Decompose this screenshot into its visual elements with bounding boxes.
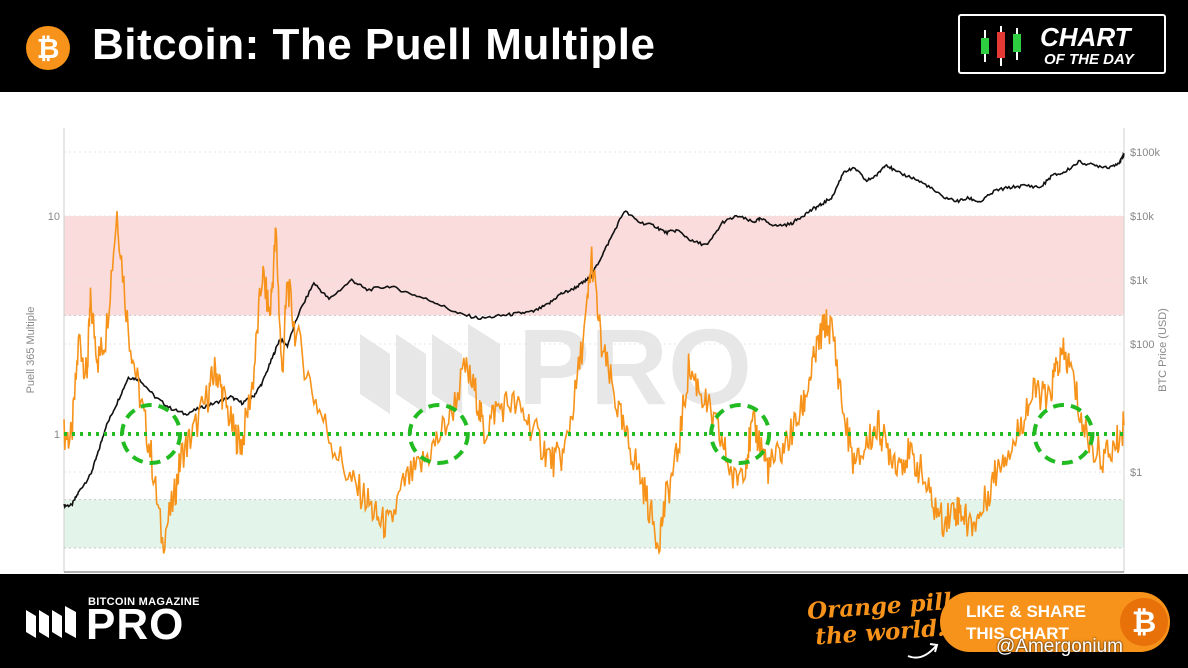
left-axis-title: Puell 365 Multiple bbox=[25, 307, 37, 394]
left-tick-label-1: 1 bbox=[54, 429, 60, 441]
share-label-1: LIKE & SHARE bbox=[966, 602, 1086, 621]
badge-line-of-the-day: OF THE DAY bbox=[1044, 51, 1134, 68]
highlight-circle-2 bbox=[709, 403, 772, 465]
footer-bar: BITCOIN MAGAZINE PRO Orange pill the wor… bbox=[0, 574, 1188, 668]
highlight-circle-3 bbox=[1032, 403, 1095, 465]
bitcoin-icon: ₿ bbox=[1120, 598, 1168, 646]
right-axis-title: BTC Price (USD) bbox=[1157, 308, 1169, 392]
right-tick-label-2: $1k bbox=[1130, 275, 1148, 287]
right-tick-label-1: $10k bbox=[1130, 211, 1154, 223]
puell-multiple-chart: 10 1 $100k $10k $1k $100 $1 Puell 365 Multiple B… bbox=[25, 128, 1169, 573]
right-tick-label-0: $100k bbox=[1130, 147, 1160, 159]
bitcoin-magazine-logo-icon bbox=[26, 606, 76, 638]
left-tick-label-0: 10 bbox=[48, 211, 60, 223]
chart-area: BITCOIN MAGAZINE PRO 101$100k$10k$1k$100… bbox=[0, 92, 1188, 574]
page-title: Bitcoin: The Puell Multiple bbox=[92, 20, 656, 69]
footer-brand-small: BITCOIN MAGAZINE bbox=[88, 596, 200, 608]
credit-handle: @Amergonium bbox=[996, 636, 1123, 657]
puell-multiple-line bbox=[63, 211, 1125, 556]
badge-line-chart: CHART bbox=[1040, 22, 1131, 52]
candlestick-icon bbox=[981, 26, 1021, 66]
share-label-2: THIS CHART bbox=[966, 624, 1069, 643]
chart-of-the-day-badge: CHART OF THE DAY bbox=[958, 14, 1166, 74]
highlight-circle-0 bbox=[120, 403, 183, 465]
right-tick-label-3: $100 bbox=[1130, 339, 1154, 351]
btc-price-line bbox=[63, 151, 1125, 510]
arrow-icon bbox=[907, 643, 939, 659]
overheated-zone bbox=[64, 216, 1124, 316]
header-bar: ₿ Bitcoin: The Puell Multiple CHART OF T… bbox=[0, 0, 1188, 92]
highlight-circle-1 bbox=[407, 403, 470, 465]
footer-brand-pro: PRO bbox=[86, 600, 185, 649]
bitcoin-logo-icon: ₿ bbox=[26, 26, 70, 70]
right-tick-label-4: $1 bbox=[1130, 467, 1142, 479]
like-share-button[interactable]: LIKE & SHARE THIS CHART ₿ bbox=[940, 592, 1170, 652]
